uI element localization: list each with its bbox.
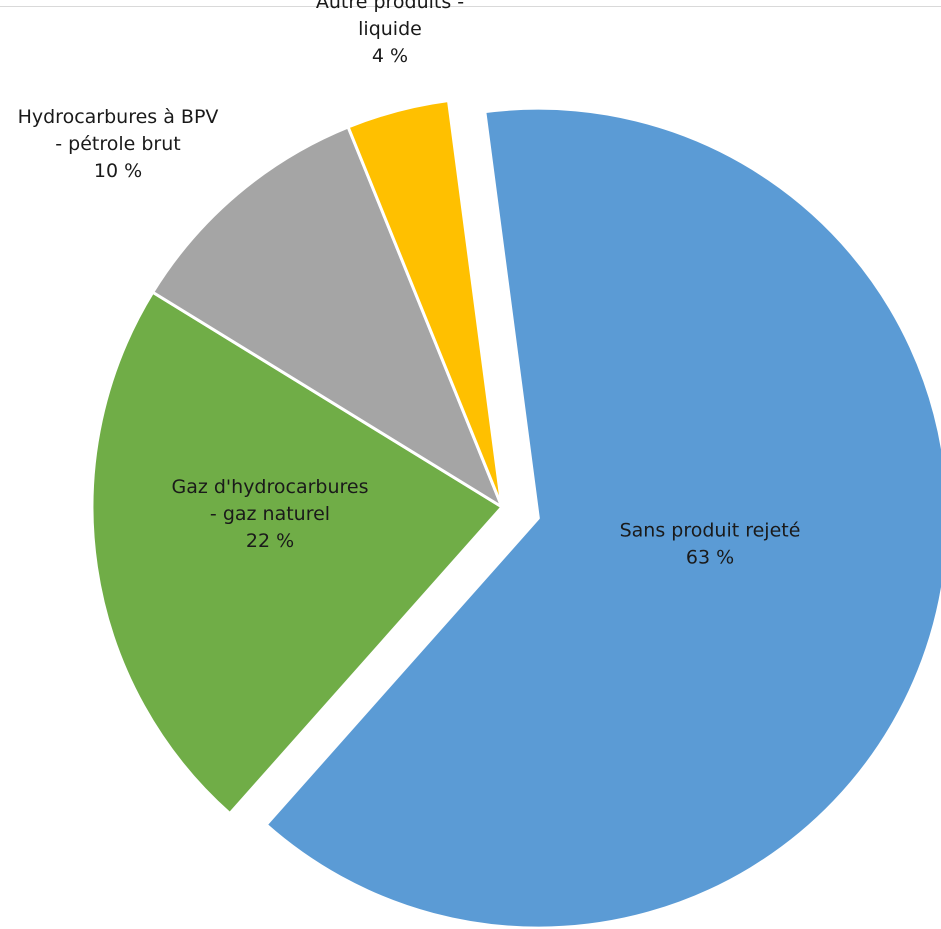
slice-name-line: Hydrocarbures à BPV (18, 106, 219, 128)
slice-percent: 22 % (246, 530, 294, 552)
slice-name-line: Autre produits - (316, 0, 464, 13)
slice-name-line: Sans produit rejeté (620, 520, 801, 542)
pie-slice-3 (151, 125, 504, 509)
slice-name-line: - pétrole brut (55, 133, 181, 155)
slice-label-4: Autre produits - liquide 4 % (316, 0, 464, 67)
pie-slice-4 (346, 99, 504, 509)
slice-percent: 63 % (686, 547, 734, 569)
top-divider (0, 6, 941, 7)
pie-slice-1 (264, 106, 941, 929)
slice-label-3: Hydrocarbures à BPV - pétrole brut 10 % (18, 106, 219, 182)
slice-name-line: - gaz naturel (210, 503, 330, 525)
slice-percent: 4 % (372, 45, 408, 67)
slice-name-line: liquide (358, 18, 422, 40)
slice-name-line: Gaz d'hydrocarbures (171, 476, 368, 498)
slice-label-1: Sans produit rejeté 63 % (620, 520, 801, 569)
pie-slice-2 (90, 290, 504, 816)
slice-percent: 10 % (94, 160, 142, 182)
slice-label-2: Gaz d'hydrocarbures - gaz naturel 22 % (171, 476, 368, 552)
